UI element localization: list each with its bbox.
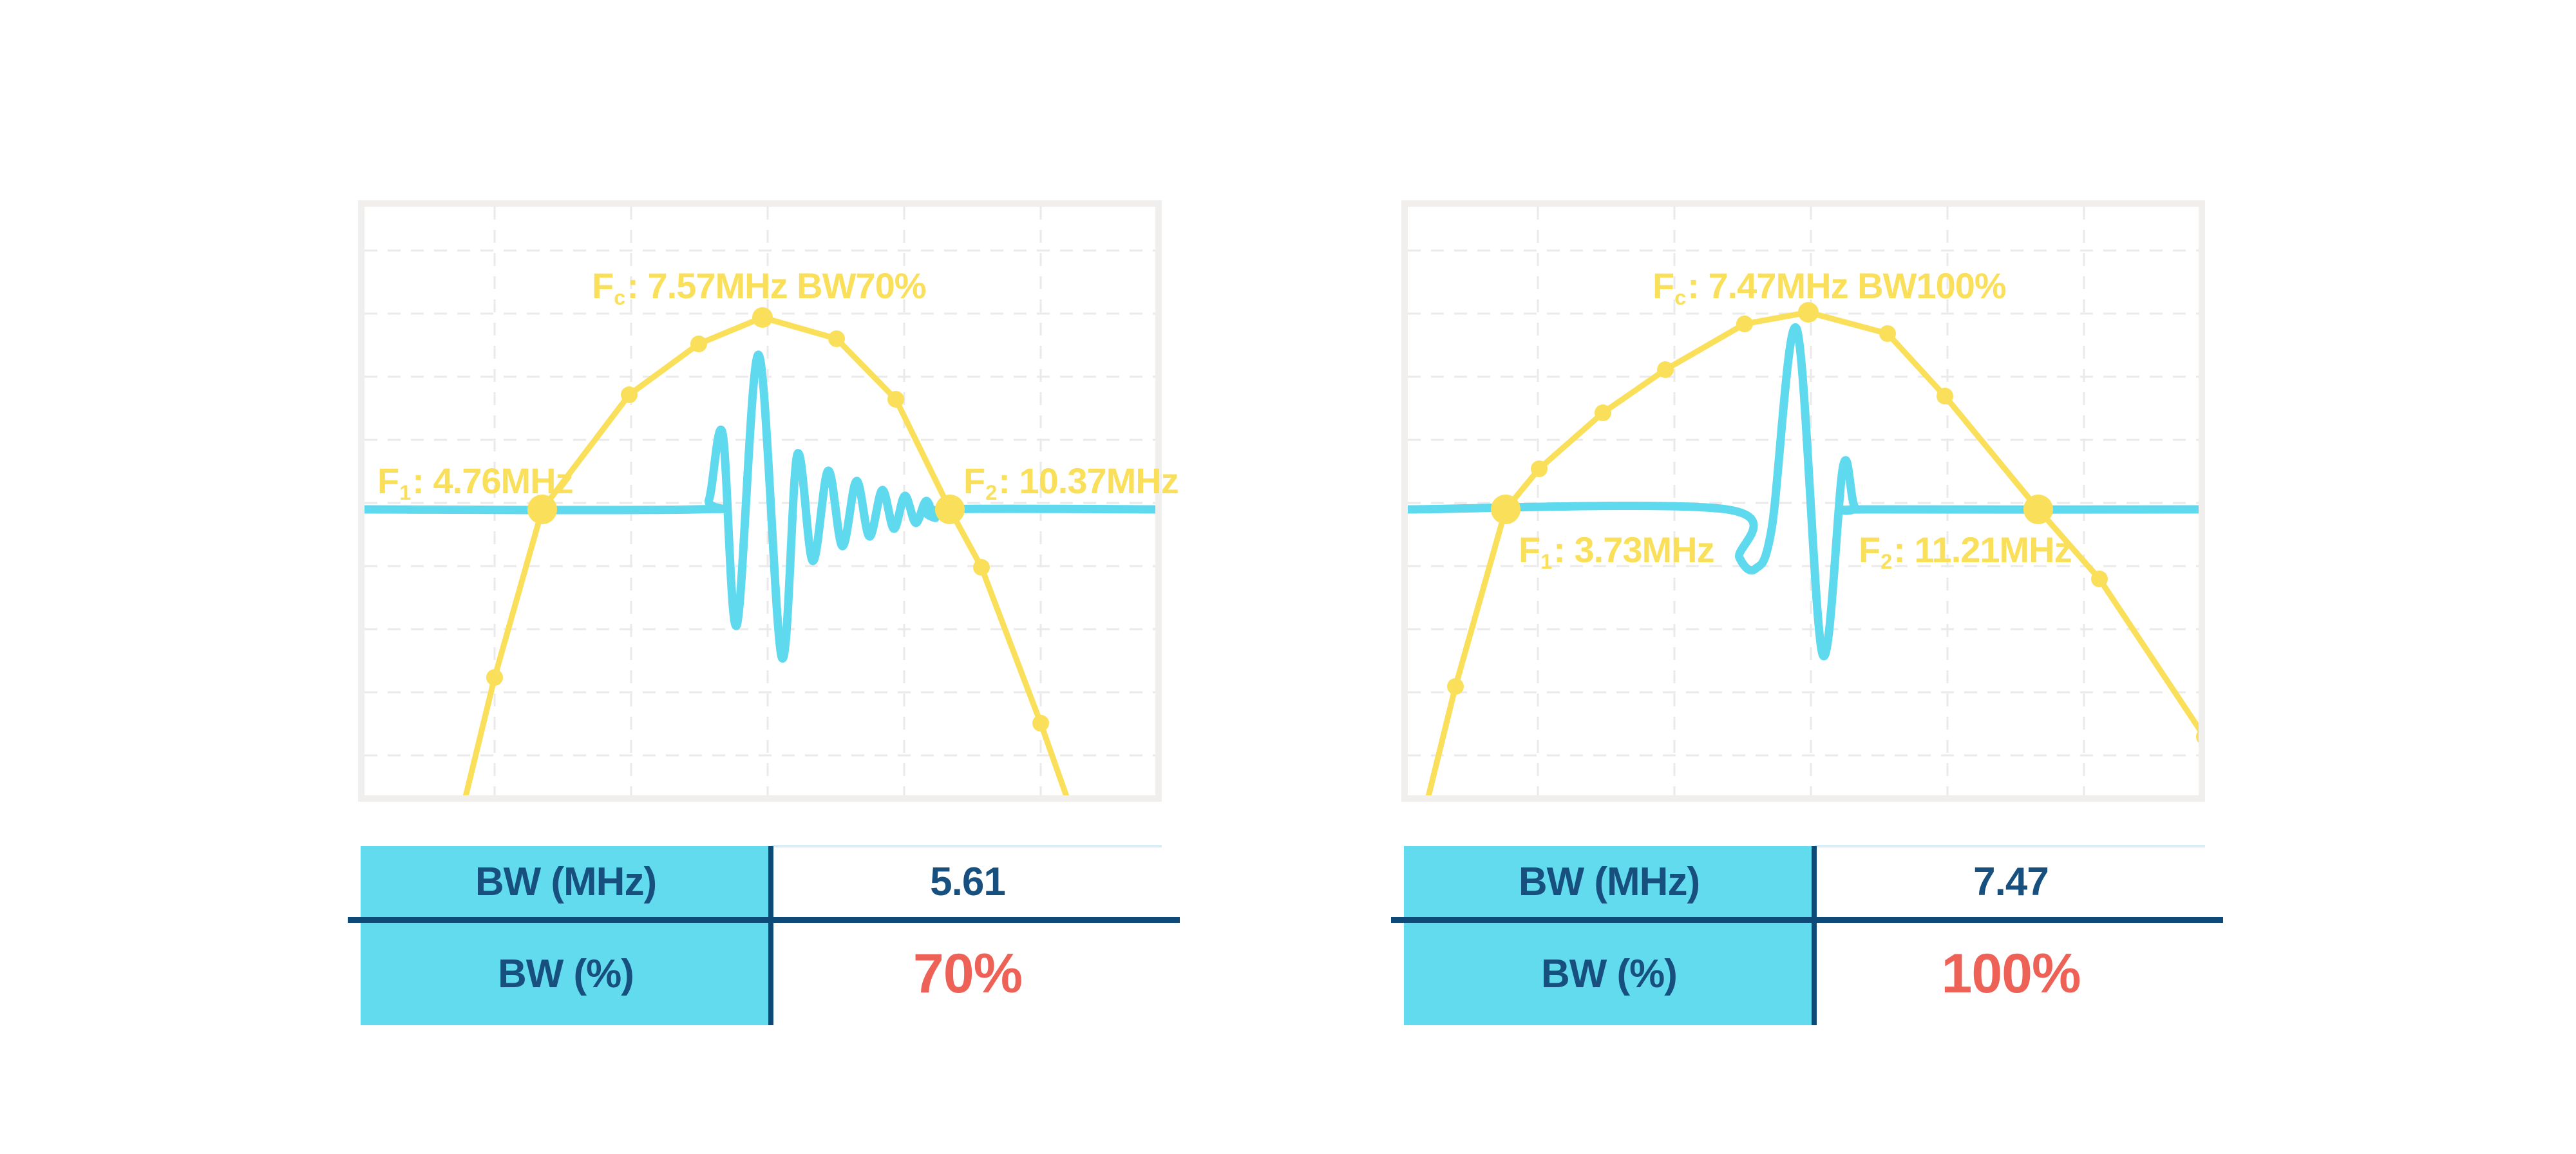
bw-pct-label: BW (%) bbox=[498, 952, 634, 996]
f2-annotation: F2: 10.37MHz bbox=[963, 460, 1179, 504]
f2-annotation: F2: 11.21MHz bbox=[1859, 529, 2072, 573]
bw-mhz-label: BW (MHz) bbox=[1518, 859, 1700, 904]
bw-mhz-value: 5.61 bbox=[930, 859, 1006, 904]
bw-mhz-label: BW (MHz) bbox=[475, 859, 657, 904]
fc-annotation: Fc: 7.57MHz BW70% bbox=[592, 265, 927, 309]
table-header-column bbox=[361, 846, 771, 1025]
table-row-divider bbox=[1391, 917, 2223, 923]
spectrum-chart-bw100: Fc: 7.47MHz BW100% F1: 3.73MHz F2: 11.21… bbox=[1401, 200, 2205, 802]
table-row-divider bbox=[348, 917, 1180, 923]
bw-pct-value: 100% bbox=[1941, 943, 2081, 1005]
bw-pct-label: BW (%) bbox=[1541, 952, 1678, 996]
f1-annotation: F1: 4.76MHz bbox=[377, 460, 574, 504]
plot-svg-bw70 bbox=[365, 207, 1155, 795]
bw-mhz-value: 7.47 bbox=[1973, 859, 2049, 904]
table-column-divider bbox=[768, 846, 773, 1025]
fc-annotation: Fc: 7.47MHz BW100% bbox=[1653, 265, 2007, 309]
bw-summary-table: BW (MHz) BW (%) 5.61 70% bbox=[348, 842, 1180, 1030]
f1-annotation: F1: 3.73MHz bbox=[1519, 529, 1715, 573]
table-header-column bbox=[1404, 846, 1814, 1025]
bw-pct-value: 70% bbox=[913, 943, 1023, 1005]
table-top-rule bbox=[1815, 845, 2205, 847]
plot-svg-bw100 bbox=[1408, 207, 2199, 795]
table-top-rule bbox=[772, 845, 1162, 847]
bw-summary-table: BW (MHz) BW (%) 7.47 100% bbox=[1391, 842, 2223, 1030]
table-column-divider bbox=[1812, 846, 1817, 1025]
spectrum-chart-bw70: Fc: 7.57MHz BW70% F1: 4.76MHz F2: 10.37M… bbox=[358, 200, 1179, 802]
